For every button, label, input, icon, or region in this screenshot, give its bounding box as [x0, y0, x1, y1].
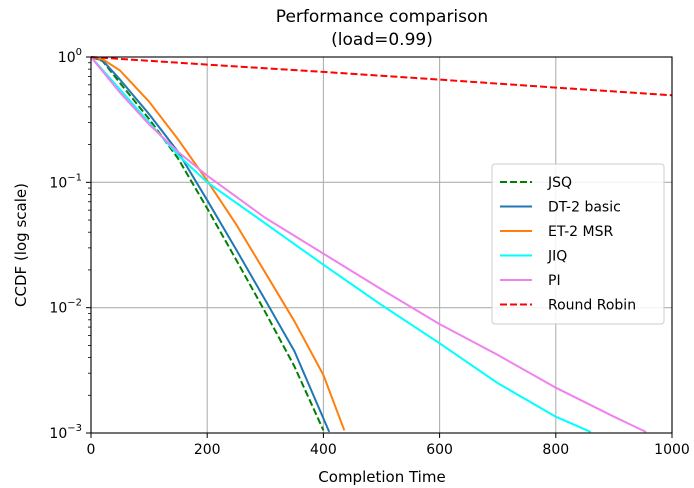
plot-frame: [90, 56, 673, 434]
chart-subtitle: (load=0.99): [331, 30, 433, 50]
legend-label-jiq: JIQ: [547, 249, 567, 265]
series-line-round-robin: [90, 56, 673, 97]
y-tick-label: 10−2: [49, 298, 82, 317]
x-axis-label: Completion Time: [318, 468, 445, 486]
ticks: 0 200 400 600 800 1000 100 10−1 10−2 10−3: [49, 47, 689, 458]
series-line-et-2-msr: [90, 56, 346, 431]
legend-label-round-robin: Round Robin: [548, 298, 636, 314]
x-tick-label: 600: [426, 442, 453, 458]
chart-title: Performance comparison: [276, 7, 488, 27]
x-tick-label: 1000: [654, 442, 690, 458]
series-line-jiq: [90, 56, 592, 433]
legend-label-dt-2-basic: DT-2 basic: [548, 200, 621, 216]
series-line-dt-2-basic: [90, 56, 331, 433]
legend: JSQ DT-2 basic ET-2 MSR JIQ PI Round Robin: [491, 163, 665, 325]
y-tick-label: 100: [58, 47, 82, 66]
y-axis-label: CCDF (log scale): [12, 183, 30, 307]
x-tick-label: 200: [194, 442, 221, 458]
legend-label-jsq: JSQ: [547, 175, 572, 191]
legend-box: [491, 163, 665, 325]
x-tick-label: 800: [542, 442, 569, 458]
legend-label-et-2-msr: ET-2 MSR: [548, 224, 613, 240]
series-line-jsq: [90, 56, 325, 431]
y-tick-label: 10−1: [49, 172, 82, 191]
x-tick-label: 400: [310, 442, 337, 458]
x-tick-label: 0: [87, 442, 96, 458]
legend-label-pi: PI: [548, 273, 561, 289]
series-layer: [90, 56, 673, 433]
series-line-pi: [90, 56, 647, 433]
y-tick-label: 10−3: [49, 423, 82, 442]
